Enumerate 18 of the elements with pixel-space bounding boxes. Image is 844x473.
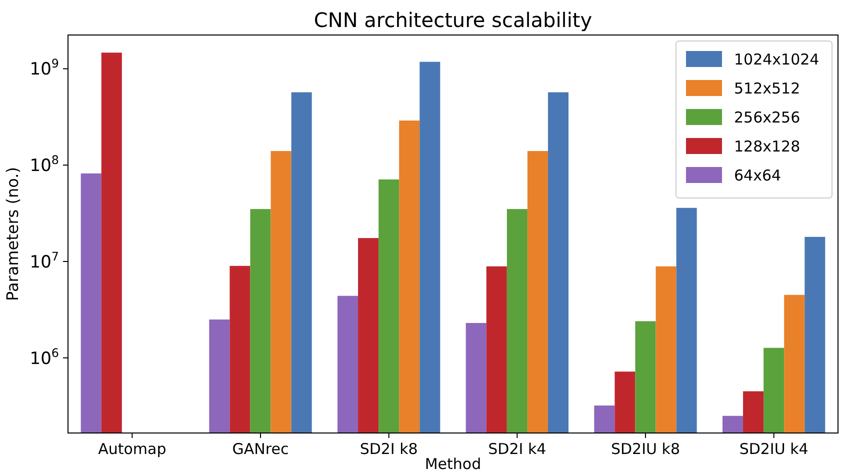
- legend-label: 512x512: [734, 79, 800, 98]
- x-tick-label: GANrec: [232, 440, 289, 458]
- y-tick-label: 10$^{6}$: [30, 346, 59, 369]
- y-tick-label: 10$^{8}$: [30, 153, 59, 176]
- chart-title: CNN architecture scalability: [314, 8, 592, 32]
- x-tick-label: Automap: [98, 440, 166, 458]
- x-axis-title: Method: [424, 455, 482, 473]
- y-axis-title: Parameters (no.): [3, 167, 22, 301]
- legend-label: 256x256: [734, 108, 800, 126]
- x-tick-label: SD2IU k8: [610, 440, 680, 458]
- x-tick-label: SD2IU k4: [739, 440, 808, 458]
- x-tick-label: SD2I k4: [488, 440, 546, 458]
- legend-label: 1024x1024: [734, 50, 820, 68]
- legend-label: 128x128: [734, 137, 800, 156]
- legend-label: 64x64: [734, 166, 782, 184]
- y-tick-label: 10$^{9}$: [30, 56, 59, 80]
- x-tick-label: SD2I k8: [360, 440, 418, 458]
- y-tick-label: 10$^{7}$: [30, 249, 59, 272]
